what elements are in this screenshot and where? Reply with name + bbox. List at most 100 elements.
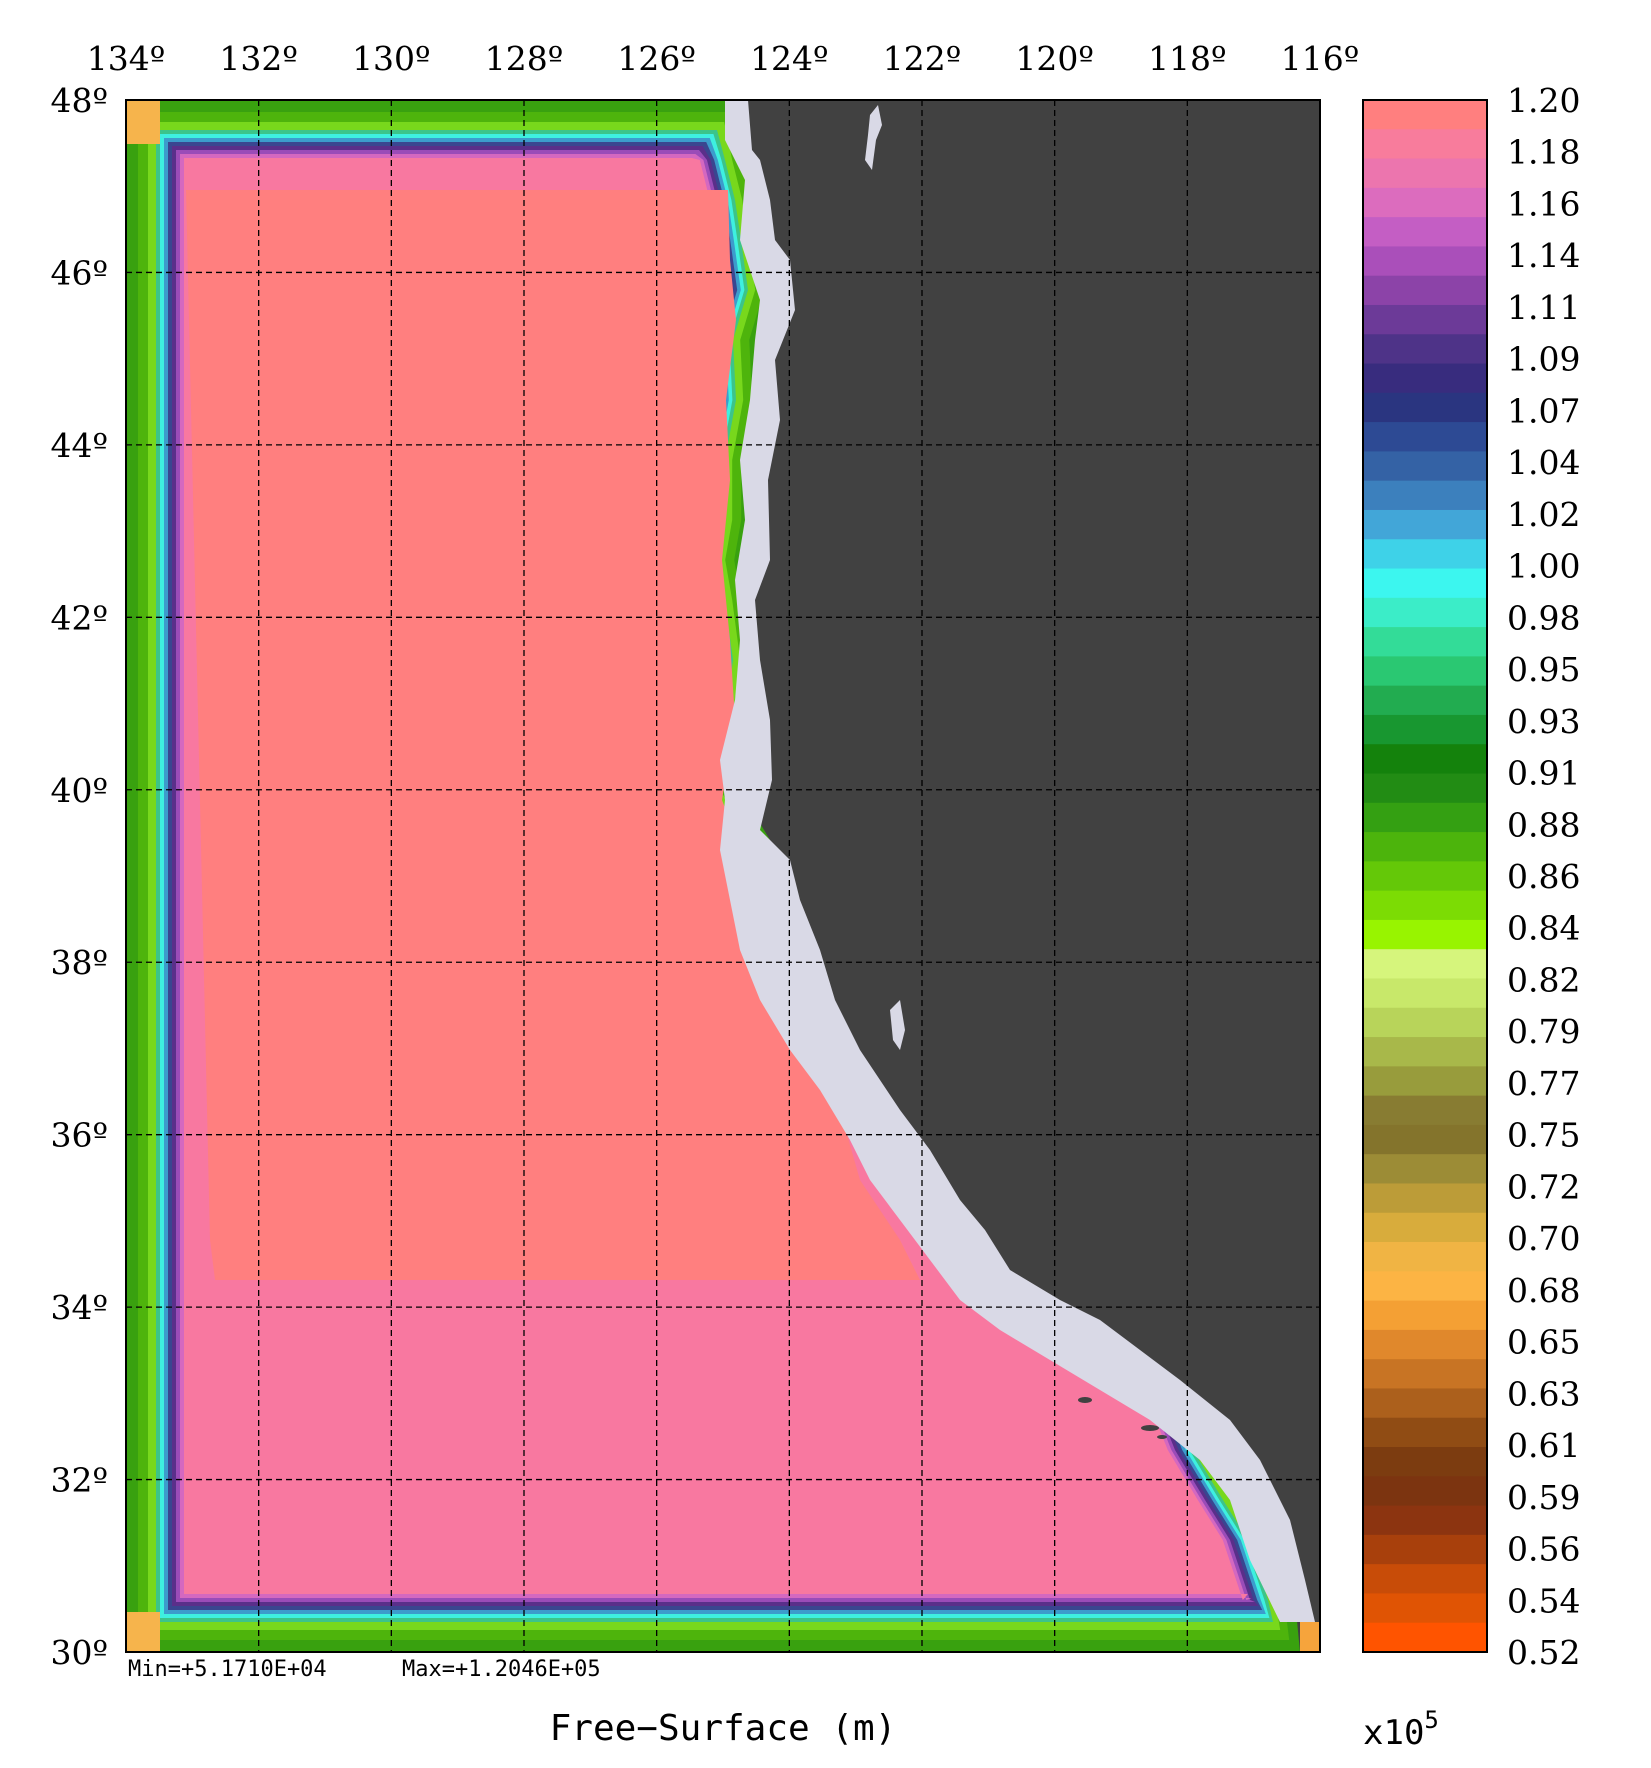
min-value-text: Min=+5.1710E+04 — [128, 1657, 327, 1682]
colorbar-swatch — [1363, 597, 1487, 628]
colorbar-swatch — [1363, 1476, 1487, 1507]
colorbar-tick-label: 0.52 — [1507, 1633, 1580, 1672]
colorbar-tick-label: 0.56 — [1507, 1530, 1580, 1569]
colorbar-frame — [1362, 99, 1488, 1653]
colorbar-tick-label: 0.88 — [1507, 805, 1580, 844]
colorbar-tick-label: 1.16 — [1507, 184, 1580, 223]
colorbar-swatch — [1363, 246, 1487, 277]
colorbar-swatch — [1363, 1037, 1487, 1067]
colorbar-swatch — [1363, 451, 1487, 482]
colorbar-tick-label: 0.54 — [1507, 1581, 1580, 1620]
ocean-interior-max-region — [186, 190, 920, 1280]
colorbar-tick-label: 0.93 — [1507, 702, 1580, 741]
colorbar-swatch — [1363, 568, 1487, 599]
colorbar-tick-label: 1.02 — [1507, 495, 1580, 534]
colorbar-tick-label: 0.72 — [1507, 1167, 1580, 1206]
colorbar-swatch — [1363, 832, 1487, 862]
colorbar-swatch — [1363, 714, 1487, 745]
grid-lines — [126, 100, 1320, 1652]
colorbar-swatch — [1363, 1329, 1487, 1360]
colorbar-tick-label: 0.61 — [1507, 1426, 1580, 1465]
colorbar: 1.20 1.18 1.16 1.14 1.11 1.09 1.07 1.04 1.02 1.00… — [1362, 81, 1580, 1672]
colorbar-swatch — [1363, 100, 1487, 130]
colorbar-tick-label: 1.07 — [1507, 391, 1580, 430]
colorbar-swatch — [1363, 1300, 1487, 1331]
colorbar-tick-label: 0.77 — [1507, 1064, 1580, 1103]
colorbar-swatch — [1363, 392, 1487, 423]
latitude-tick-label: 32º — [50, 1461, 108, 1500]
colorbar-swatch — [1363, 685, 1487, 716]
colorbar-exponent: x105 — [1363, 1706, 1439, 1753]
colorbar-swatch — [1363, 1154, 1487, 1185]
corner-artifacts — [126, 100, 1320, 1652]
colorbar-swatch — [1363, 1564, 1487, 1595]
colorbar-tick-label: 1.20 — [1507, 81, 1580, 120]
colorbar-swatch — [1363, 1212, 1487, 1243]
colorbar-tick-label: 0.59 — [1507, 1478, 1580, 1517]
longitude-tick-label: 126º — [617, 39, 696, 78]
colorbar-tick-label: 0.68 — [1507, 1271, 1580, 1310]
colorbar-tick-label: 0.86 — [1507, 857, 1580, 896]
colorbar-swatch — [1363, 509, 1487, 540]
max-value-text: Max=+1.2046E+05 — [402, 1657, 601, 1682]
colorbar-swatch — [1363, 129, 1487, 160]
latitude-tick-label: 38º — [50, 943, 108, 982]
colorbar-tick-label: 0.84 — [1507, 909, 1580, 948]
colorbar-swatch — [1363, 1359, 1487, 1390]
colorbar-swatch — [1363, 1622, 1487, 1653]
longitude-tick-label: 132º — [219, 39, 298, 78]
colorbar-tick-label: 0.63 — [1507, 1374, 1580, 1413]
colorbar-swatch — [1363, 1388, 1487, 1419]
colorbar-tick-label: 0.70 — [1507, 1219, 1580, 1258]
colorbar-tick-label: 1.14 — [1507, 236, 1580, 275]
longitude-tick-labels: 134º 132º 130º 128º 126º 124º 122º 120º 118º 116º — [87, 39, 1360, 78]
colorbar-swatch — [1363, 1124, 1487, 1155]
colorbar-swatch — [1363, 539, 1487, 570]
longitude-tick-label: 124º — [750, 39, 829, 78]
colorbar-tick-label: 0.95 — [1507, 650, 1580, 689]
longitude-tick-label: 120º — [1015, 39, 1094, 78]
colorbar-swatch — [1363, 656, 1487, 687]
colorbar-swatch — [1363, 1593, 1487, 1624]
longitude-tick-label: 128º — [485, 39, 564, 78]
colorbar-tick-label: 0.98 — [1507, 598, 1580, 637]
colorbar-swatch — [1363, 949, 1487, 980]
colorbar-swatch — [1363, 978, 1487, 1009]
latitude-tick-label: 42º — [50, 598, 108, 637]
colorbar-swatch — [1363, 187, 1487, 218]
colorbar-swatch — [1363, 158, 1487, 189]
colorbar-swatch — [1363, 334, 1487, 365]
colorbar-swatch — [1363, 1183, 1487, 1214]
colorbar-swatch — [1363, 773, 1487, 804]
colorbar-tick-label: 0.75 — [1507, 1116, 1580, 1155]
colorbar-swatch — [1363, 1095, 1487, 1126]
colorbar-tick-label: 1.18 — [1507, 133, 1580, 172]
colorbar-swatch — [1363, 1505, 1487, 1536]
colorbar-swatches — [1363, 100, 1487, 1653]
islands — [1078, 1397, 1167, 1439]
colorbar-swatch — [1363, 1447, 1487, 1477]
colorbar-swatch — [1363, 304, 1487, 335]
colorbar-swatch — [1363, 275, 1487, 306]
coastal-bathymetry-patches — [720, 100, 1315, 1622]
colorbar-tick-label: 1.11 — [1507, 288, 1580, 327]
longitude-tick-label: 134º — [87, 39, 166, 78]
latitude-tick-labels: 48º 46º 44º 42º 40º 38º 36º 34º 32º 30º — [50, 81, 108, 1672]
colorbar-swatch — [1363, 363, 1487, 394]
map-title: Free−Surface (m) — [550, 1708, 897, 1749]
latitude-tick-label: 30º — [50, 1633, 108, 1672]
colorbar-swatch — [1363, 802, 1487, 833]
colorbar-tick-label: 1.09 — [1507, 340, 1580, 379]
latitude-tick-label: 34º — [50, 1288, 108, 1327]
ocean-field — [126, 100, 1300, 1652]
latitude-tick-label: 46º — [50, 253, 108, 292]
colorbar-tick-label: 0.82 — [1507, 960, 1580, 999]
longitude-tick-label: 116º — [1281, 39, 1360, 78]
colorbar-swatch — [1363, 919, 1487, 950]
colorbar-tick-label: 0.65 — [1507, 1323, 1580, 1362]
latitude-tick-label: 40º — [50, 771, 108, 810]
colorbar-swatch — [1363, 422, 1487, 452]
latitude-tick-label: 36º — [50, 1116, 108, 1155]
colorbar-swatch — [1363, 1066, 1487, 1097]
